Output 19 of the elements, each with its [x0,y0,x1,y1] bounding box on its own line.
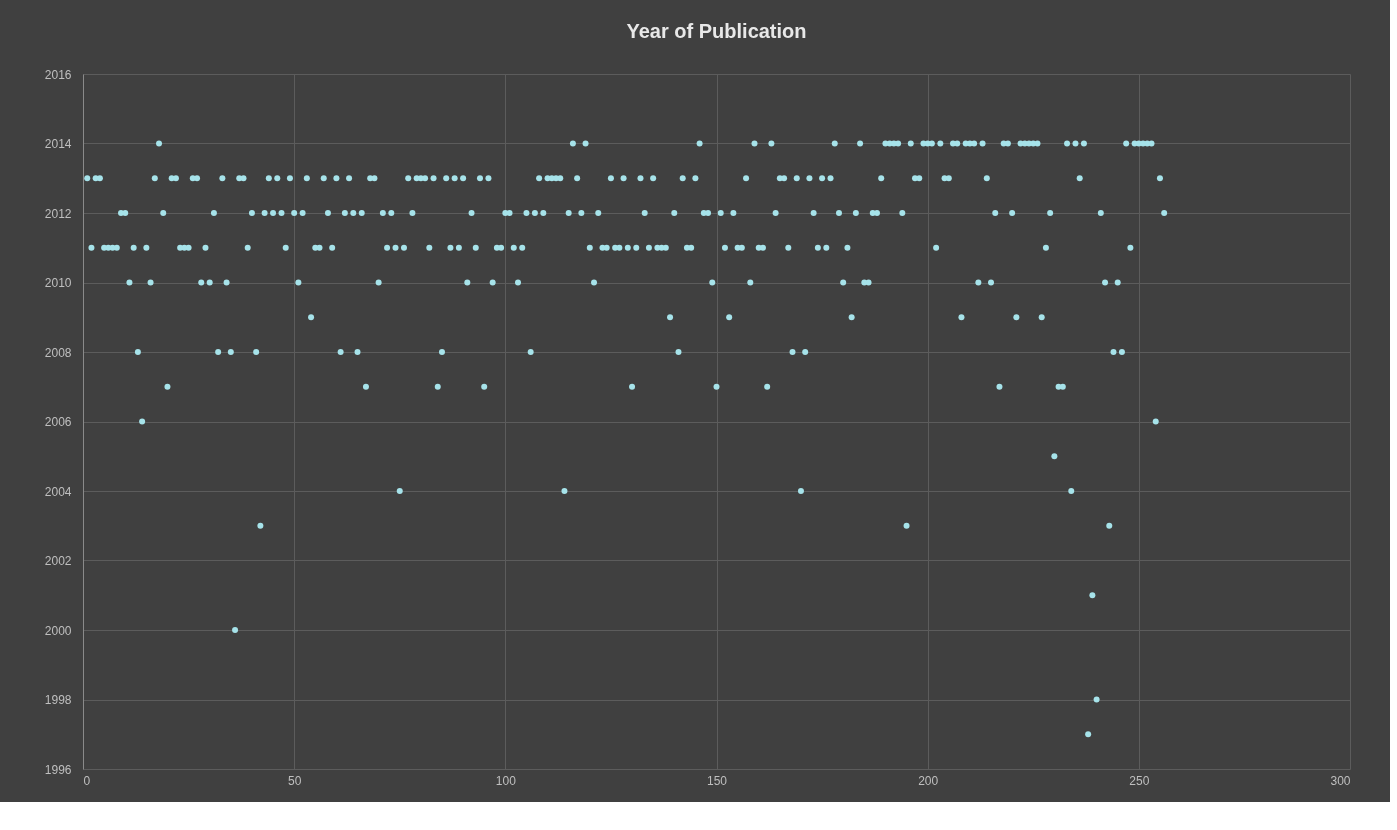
y-tick-label: 2004 [44,484,72,499]
y-tick-label: 2000 [44,623,72,638]
x-tick-label: 150 [706,773,728,788]
y-tick-label: 2014 [44,137,72,151]
y-tick-label: 2008 [44,345,72,360]
x-tick-label: 0 [83,773,91,788]
x-tick-label: 300 [1330,773,1351,788]
y-tick-label: 2002 [44,554,72,568]
y-tick-label: 2016 [44,67,72,82]
x-tick-label: 100 [495,773,517,788]
x-tick-label: 200 [918,773,939,788]
y-tick-label: 2012 [44,206,72,221]
chart-title: Year of Publication [626,20,807,42]
y-tick-label: 2010 [44,276,72,290]
y-tick-label: 1996 [44,762,72,777]
x-tick-label: 250 [1129,773,1150,788]
x-tick-label: 50 [287,773,302,788]
y-tick-label: 2006 [44,415,72,429]
y-tick-label: 1998 [44,693,72,707]
